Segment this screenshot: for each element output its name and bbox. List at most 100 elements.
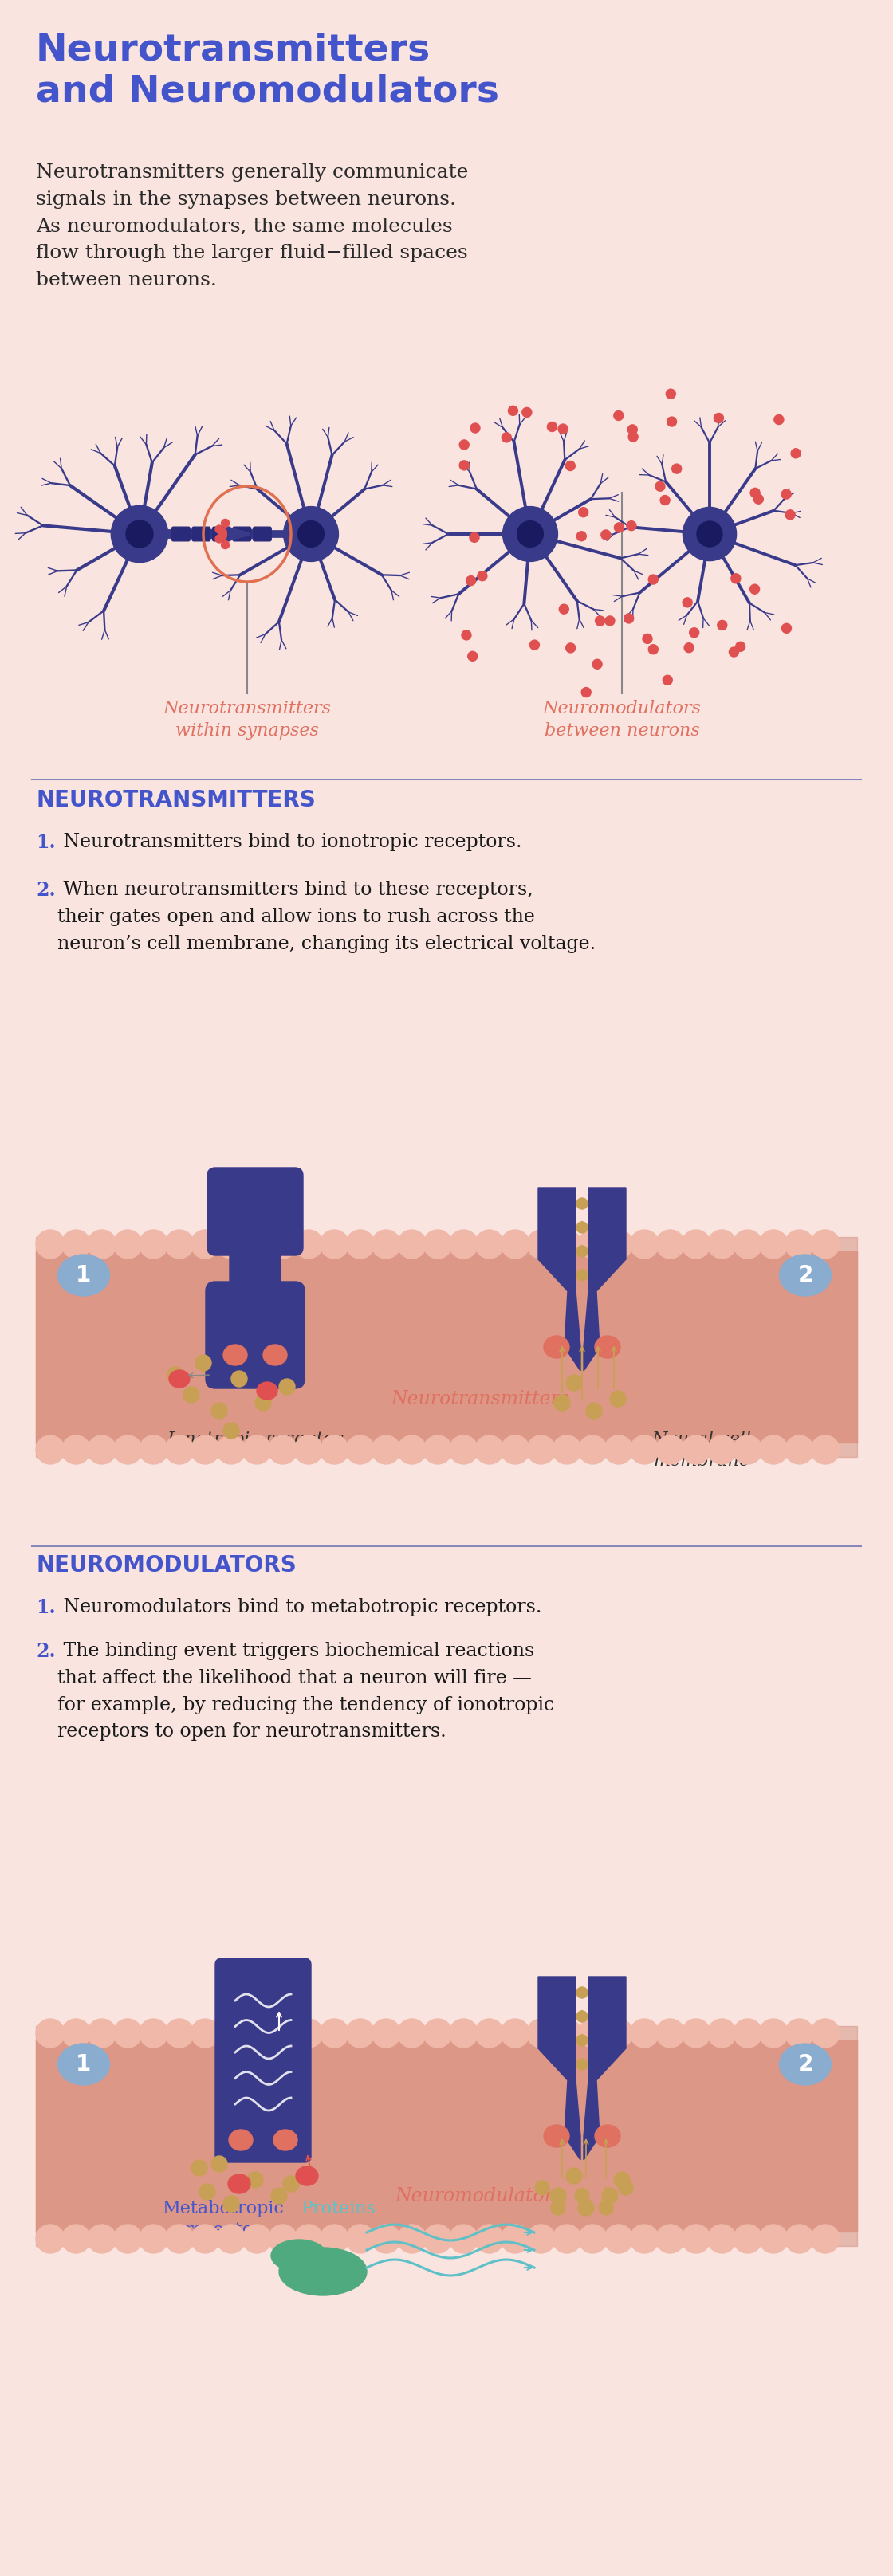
Text: 2.: 2.	[36, 1641, 55, 1662]
Circle shape	[811, 1229, 839, 1260]
Circle shape	[527, 2226, 555, 2254]
Ellipse shape	[780, 1255, 831, 1296]
Text: Ionotropic receptor: Ionotropic receptor	[167, 1430, 343, 1448]
Circle shape	[624, 613, 634, 623]
Text: 1.: 1.	[36, 832, 55, 853]
Circle shape	[475, 1435, 504, 1463]
FancyBboxPatch shape	[205, 1283, 305, 1388]
Circle shape	[168, 1368, 183, 1383]
Text: Neuromodulators: Neuromodulators	[395, 2187, 563, 2205]
Circle shape	[558, 425, 568, 433]
Circle shape	[223, 1422, 239, 1437]
Circle shape	[577, 1986, 588, 1999]
FancyBboxPatch shape	[253, 528, 271, 541]
Circle shape	[733, 2020, 762, 2048]
Text: Proteins: Proteins	[302, 2200, 376, 2218]
Text: 2: 2	[797, 1265, 813, 1285]
Circle shape	[221, 520, 230, 528]
Circle shape	[566, 2169, 582, 2184]
Ellipse shape	[595, 2125, 621, 2148]
Circle shape	[586, 1404, 602, 1419]
Circle shape	[471, 422, 480, 433]
Circle shape	[697, 520, 722, 546]
Circle shape	[221, 541, 230, 549]
Circle shape	[577, 1270, 588, 1280]
Circle shape	[553, 2020, 581, 2048]
Circle shape	[655, 482, 665, 492]
Circle shape	[371, 2020, 400, 2048]
Circle shape	[423, 2020, 452, 2048]
Circle shape	[736, 641, 745, 652]
Circle shape	[579, 1229, 607, 1260]
Circle shape	[217, 1229, 246, 1260]
Circle shape	[475, 2226, 504, 2254]
Circle shape	[547, 422, 557, 433]
Circle shape	[811, 2226, 839, 2254]
Circle shape	[811, 1435, 839, 1463]
Circle shape	[346, 2226, 374, 2254]
Circle shape	[346, 1435, 374, 1463]
Circle shape	[682, 598, 692, 608]
Circle shape	[165, 2020, 194, 2048]
Circle shape	[113, 1435, 142, 1463]
Circle shape	[579, 507, 588, 518]
Circle shape	[578, 2200, 594, 2215]
Polygon shape	[36, 2027, 857, 2246]
Circle shape	[535, 2182, 549, 2195]
Text: Neurotransmitters bind to ionotropic receptors.: Neurotransmitters bind to ionotropic rec…	[57, 832, 522, 850]
Circle shape	[553, 1229, 581, 1260]
Circle shape	[605, 1229, 633, 1260]
Circle shape	[294, 1435, 323, 1463]
Circle shape	[707, 2020, 736, 2048]
Circle shape	[575, 2190, 589, 2202]
Circle shape	[183, 1386, 199, 1404]
Circle shape	[320, 2020, 349, 2048]
Circle shape	[759, 1229, 788, 1260]
Circle shape	[579, 2226, 607, 2254]
Circle shape	[577, 531, 586, 541]
Circle shape	[610, 1391, 626, 1406]
Circle shape	[628, 425, 638, 435]
Circle shape	[566, 644, 575, 652]
Circle shape	[605, 2226, 633, 2254]
Circle shape	[553, 2226, 581, 2254]
Ellipse shape	[169, 1370, 189, 1388]
Circle shape	[630, 2020, 659, 2048]
Text: NEUROTRANSMITTERS: NEUROTRANSMITTERS	[36, 788, 315, 811]
Circle shape	[553, 1435, 581, 1463]
Circle shape	[555, 1394, 570, 1412]
Circle shape	[619, 2182, 633, 2195]
Circle shape	[243, 2226, 271, 2254]
Ellipse shape	[595, 1337, 621, 1358]
Circle shape	[667, 417, 677, 428]
Circle shape	[522, 407, 531, 417]
Circle shape	[346, 2020, 374, 2048]
Ellipse shape	[273, 2130, 297, 2151]
Ellipse shape	[263, 1345, 287, 1365]
Text: Neurotransmitters: Neurotransmitters	[391, 1388, 569, 1409]
Circle shape	[191, 2226, 220, 2254]
Circle shape	[559, 605, 569, 613]
Text: Metabotropic
receptor: Metabotropic receptor	[163, 2200, 284, 2239]
Circle shape	[785, 1435, 814, 1463]
Circle shape	[643, 634, 652, 644]
Circle shape	[601, 531, 611, 538]
Circle shape	[459, 461, 469, 471]
Circle shape	[243, 1229, 271, 1260]
Circle shape	[602, 2187, 618, 2205]
Circle shape	[527, 1435, 555, 1463]
Circle shape	[508, 407, 518, 415]
Polygon shape	[584, 1188, 626, 1370]
Circle shape	[599, 2200, 613, 2215]
Text: 2.: 2.	[36, 881, 55, 899]
Circle shape	[459, 440, 469, 448]
Circle shape	[785, 2020, 814, 2048]
Circle shape	[630, 1229, 659, 1260]
Circle shape	[786, 510, 795, 520]
Circle shape	[605, 616, 614, 626]
Text: 1: 1	[76, 2053, 91, 2076]
Circle shape	[111, 505, 168, 562]
Circle shape	[139, 2020, 168, 2048]
Circle shape	[269, 1229, 297, 1260]
Circle shape	[126, 520, 153, 549]
